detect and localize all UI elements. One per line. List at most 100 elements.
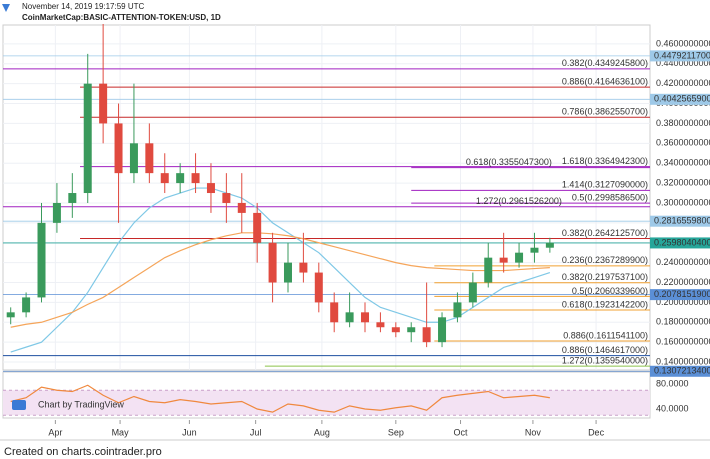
level-label: 0.618(0.1923142200): [562, 299, 648, 309]
candle-body: [6, 312, 15, 318]
watermark: Chart by TradingView: [12, 399, 124, 410]
rsi-line: [10, 384, 550, 413]
candle-body: [468, 282, 477, 303]
candle-body: [345, 312, 354, 323]
candle-body: [52, 202, 61, 223]
candle-body: [68, 193, 77, 203]
candle-body: [268, 242, 277, 283]
level-label: 1.414(0.3127090000): [562, 180, 648, 190]
y-tick-label: 80.0000: [656, 378, 689, 388]
price-marker-box: [650, 50, 710, 62]
x-tick-label: Sep: [388, 427, 404, 437]
candle-body: [484, 257, 493, 283]
candle-body: [438, 317, 447, 343]
y-tick-label: 0.3200000000: [656, 177, 710, 187]
y-tick-label: 0.3400000000: [656, 158, 710, 168]
footer: Created on charts.cointrader.pro: [4, 446, 162, 458]
x-tick-label: May: [112, 427, 130, 437]
candle-body: [299, 262, 308, 273]
x-tick-label: Jun: [182, 427, 197, 437]
price-marker-label: 0.4042565900: [654, 94, 710, 104]
level-label: 0.382(0.4349245800): [562, 58, 648, 68]
price-marker-label: 0.4479211700: [654, 50, 710, 60]
y-tick-label: 40.0000: [656, 403, 689, 413]
y-tick-label: 0.4200000000: [656, 78, 710, 88]
level-label: 1.272(0.1359540000): [562, 355, 648, 365]
candle-body: [314, 272, 323, 303]
candle-body: [206, 183, 215, 194]
candle-body: [114, 123, 123, 174]
y-tick-label: 0.3600000000: [656, 138, 710, 148]
price-marker-label: 0.2078151900: [654, 289, 710, 299]
level-label: 0.618(0.3355047300): [466, 157, 552, 167]
symbol: CoinMarketCap:BASIC-ATTENTION-TOKEN:USD,…: [22, 13, 221, 22]
price-marker-box: [650, 365, 710, 377]
candle-body: [99, 83, 108, 124]
y-tick-label: 0.2000000000: [656, 297, 710, 307]
y-tick-label: 0.2400000000: [656, 257, 710, 267]
level-label: 0.5(0.2060339600): [572, 286, 648, 296]
y-tick-label: 0.3800000000: [656, 118, 710, 128]
price-marker-label: 0.1307213400: [654, 366, 710, 376]
x-tick-label: Apr: [48, 427, 62, 437]
candle-body: [330, 302, 339, 323]
y-tick-label: 0.1800000000: [656, 317, 710, 327]
candle-body: [237, 202, 246, 213]
y-tick-label: 0.4400000000: [656, 58, 710, 68]
candle-body: [222, 193, 231, 203]
level-label: 0.382(0.2197537100): [562, 272, 648, 282]
price-marker-box: [650, 215, 710, 227]
x-tick-label: Aug: [314, 427, 330, 437]
level-label: 1.618(0.3364942300): [562, 156, 648, 166]
x-tick-label: Oct: [454, 427, 469, 437]
candle-body: [530, 247, 539, 253]
candle-body: [407, 327, 416, 333]
level-label: 1.272(0.2961526200): [476, 196, 562, 206]
x-tick-label: Dec: [588, 427, 605, 437]
watermark-icon: [12, 400, 26, 410]
candle-body: [391, 327, 400, 333]
candle-body: [160, 173, 169, 184]
candle-body: [145, 143, 154, 174]
candle-body: [515, 252, 524, 263]
y-tick-label: 0.2200000000: [656, 277, 710, 287]
candle-body: [83, 83, 92, 194]
candle-body: [176, 173, 185, 184]
y-tick-label: 0.4600000000: [656, 38, 710, 48]
candle-body: [361, 312, 370, 323]
level-label: 0.886(0.1464617000): [562, 345, 648, 355]
candle-body: [253, 212, 262, 243]
price-marker-box: [650, 289, 710, 301]
watermark-text: Chart by TradingView: [38, 399, 124, 409]
x-tick-label: Nov: [525, 427, 542, 437]
level-label: 0.236(0.2367289900): [562, 255, 648, 265]
candle-body: [453, 302, 462, 318]
plot-layer: 0.4600000000 0.4400000000 0.4200000000 0.40…: [3, 24, 710, 437]
candle-body: [129, 143, 138, 174]
main-pane: [2, 24, 651, 371]
level-label: 0.886(0.4164636100): [562, 77, 648, 87]
candle-body: [37, 222, 46, 298]
candle-body: [376, 322, 385, 328]
candle-body: [283, 262, 292, 283]
candle-body: [545, 242, 554, 248]
level-label: 0.886(0.1611541100): [563, 330, 648, 340]
level-label: 0.382(0.2642125700): [562, 228, 648, 238]
level-label: 0.5(0.2998586500): [572, 192, 648, 202]
candle-body: [191, 173, 200, 184]
candle-body: [22, 297, 31, 313]
moving-average: [10, 232, 550, 328]
y-tick-label: 0.1600000000: [656, 337, 710, 347]
y-tick-label: 0.3000000000: [656, 197, 710, 207]
x-tick-label: Jul: [250, 427, 262, 437]
candle-body: [422, 327, 431, 343]
price-marker-box: [650, 93, 710, 105]
y-tick-label: 0.1400000000: [656, 356, 710, 366]
level-label: 0.786(0.3862550700): [562, 107, 648, 117]
logo: [2, 4, 10, 12]
candle-body: [499, 257, 508, 263]
price-marker-box: [650, 237, 710, 249]
price-marker-label: 0.2816559800: [654, 216, 710, 226]
